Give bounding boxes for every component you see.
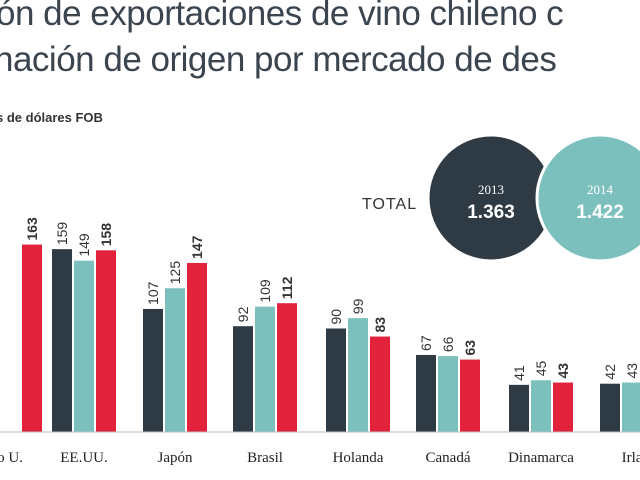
bar-2013-5 (416, 354, 436, 432)
bar-2015-1 (96, 250, 116, 432)
category-label-5: Canadá (426, 450, 471, 466)
value-label-2013-4: 90 (328, 309, 344, 325)
bar-2015-4 (370, 336, 390, 432)
bar-2015-2 (187, 262, 207, 432)
value-label-2013-6: 41 (511, 365, 527, 381)
bar-2014-5 (438, 356, 458, 432)
category-label-6: Dinamarca (508, 450, 574, 466)
category-label-1: EE.UU. (60, 450, 108, 466)
category-labels-group: o U. EE.UU. Japón Brasil Holanda Canadá Dinama… (0, 450, 640, 466)
bar-2015-3 (277, 303, 297, 432)
total-value-2014: 1.422 (576, 202, 624, 223)
value-label-2013-2: 107 (145, 281, 161, 305)
bar-2014-1 (74, 260, 94, 432)
value-label-2013-3: 92 (235, 306, 251, 322)
bar-2013-6 (509, 384, 529, 432)
value-label-2015-6: 43 (555, 363, 571, 379)
category-label-4: Holanda (333, 450, 384, 466)
category-label-3: Brasil (247, 450, 283, 466)
bar-2015-0 (22, 244, 42, 432)
value-label-2014-5: 66 (440, 336, 456, 352)
total-year-2013: 2013 (478, 182, 504, 197)
value-label-2014-1: 149 (76, 233, 92, 257)
bar-2013-4 (326, 328, 346, 432)
unit-label: s de dólares FOB (0, 110, 103, 125)
value-label-2014-2: 125 (167, 261, 183, 285)
value-label-2013-5: 67 (418, 335, 434, 351)
bars-group (0, 244, 640, 433)
value-label-2013-1: 159 (54, 222, 70, 246)
value-label-2015-5: 63 (462, 340, 478, 356)
value-label-2014-4: 99 (350, 298, 366, 314)
bar-2014-3 (255, 306, 275, 432)
value-label-2015-2: 147 (189, 235, 205, 259)
total-circle-2014 (535, 133, 640, 263)
bar-2013-2 (143, 308, 163, 432)
value-label-2015-1: 158 (98, 223, 114, 247)
totals-group: TOTAL 2013 1.363 2014 1.422 (362, 133, 640, 263)
total-label: TOTAL (362, 196, 417, 213)
bar-2014-2 (165, 288, 185, 432)
bar-2014-4 (348, 318, 368, 432)
category-label-0: o U. (0, 450, 23, 466)
value-label-2015-3: 112 (279, 276, 295, 299)
category-label-7: Irla (622, 450, 640, 466)
total-value-2013: 1.363 (467, 202, 515, 223)
bar-2013-7 (600, 383, 620, 432)
value-label-2013-7: 42 (602, 364, 618, 380)
bar-2013-3 (233, 326, 253, 432)
bar-2015-6 (553, 382, 573, 432)
total-year-2014: 2014 (587, 182, 614, 197)
value-label-2014-7: 43 (624, 363, 640, 379)
value-labels-group: 163 159 149 158 107 125 147 92 109 112 90 99 83 67 66 6… (24, 217, 640, 381)
bar-2013-1 (52, 249, 72, 432)
chart-title-line-2: nación de origen por mercado de des (0, 40, 557, 79)
value-label-2014-6: 45 (533, 360, 549, 376)
total-circle-2013 (426, 133, 556, 263)
category-label-2: Japón (158, 450, 193, 466)
bar-2015-5 (460, 359, 480, 432)
chart-title-line-1: ón de exportaciones de vino chileno c (0, 0, 564, 33)
bar-2014-7 (622, 382, 640, 432)
bar-2014-6 (531, 380, 551, 432)
value-label-2015-4: 83 (372, 317, 388, 333)
value-label-2014-3: 109 (257, 279, 273, 303)
value-label-2015-0: 163 (24, 217, 40, 241)
